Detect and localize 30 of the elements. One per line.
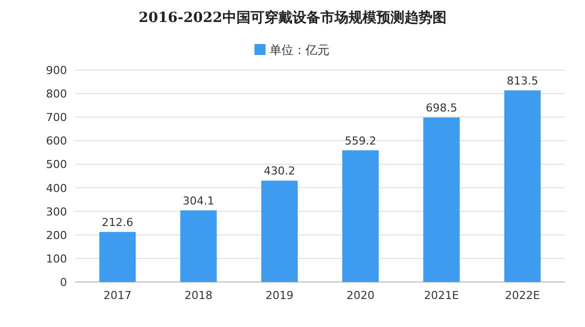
x-tick-label: 2017 [104,289,132,302]
bar [342,150,379,282]
y-tick-label: 500 [46,158,67,172]
y-tick-label: 0 [60,276,67,289]
bar [504,90,541,282]
data-label: 698.5 [426,101,458,114]
y-tick-label: 800 [46,88,67,101]
bar [423,117,460,282]
legend-label: 单位：亿元 [270,43,330,57]
x-tick-label: 2021E [424,289,460,302]
x-tick-label: 2020 [346,289,374,302]
y-tick-label: 400 [46,182,67,195]
y-tick-label: 900 [46,64,67,77]
y-tick-label: 300 [46,205,67,218]
bar [180,210,217,282]
y-tick-label: 100 [46,252,67,266]
data-label: 559.2 [344,134,376,148]
x-tick-label: 2018 [184,289,213,302]
y-tick-label: 600 [46,134,67,148]
bar [261,180,298,282]
y-tick-label: 700 [46,111,67,124]
data-label: 430.2 [264,164,296,178]
data-label: 304.1 [182,194,214,208]
x-tick-label: 2019 [266,289,294,302]
data-label: 212.6 [102,216,134,229]
x-tick-label: 2022E [505,289,540,302]
y-tick-label: 200 [46,228,67,242]
chart-title: 2016-2022中国可穿戴设备市场规模预测趋势图 [138,9,446,26]
bar [99,232,136,282]
data-label: 813.5 [506,74,538,88]
